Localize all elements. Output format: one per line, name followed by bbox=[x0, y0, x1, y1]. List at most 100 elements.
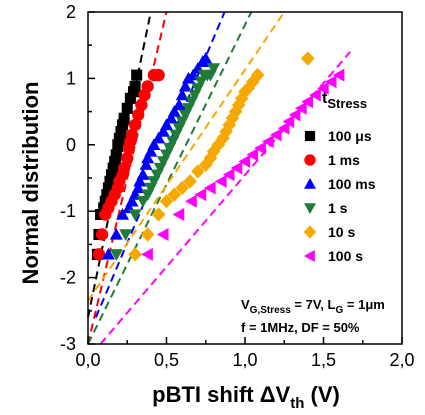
legend-label: 100 ms bbox=[328, 176, 376, 192]
data-point bbox=[282, 115, 295, 129]
data-point bbox=[118, 112, 130, 124]
x-tick-label: 0,5 bbox=[154, 350, 179, 370]
anno-tail: = 1μm bbox=[343, 297, 385, 312]
data-point bbox=[156, 125, 170, 137]
data-point bbox=[109, 155, 121, 167]
data-point bbox=[92, 248, 106, 261]
data-point bbox=[147, 138, 161, 150]
data-point bbox=[133, 174, 147, 187]
data-point bbox=[121, 102, 133, 114]
data-point bbox=[156, 227, 169, 241]
y-tick-label: 0 bbox=[66, 135, 76, 155]
legend-title: tStress bbox=[322, 90, 367, 111]
data-point bbox=[125, 194, 139, 207]
legend-title-sub: Stress bbox=[327, 96, 367, 111]
y-tick-label: -2 bbox=[60, 268, 76, 288]
data-point bbox=[136, 196, 150, 208]
data-point bbox=[185, 194, 197, 208]
data-point bbox=[106, 169, 118, 181]
x-tick-label: 1,5 bbox=[311, 350, 336, 370]
x-tick-label: 0,0 bbox=[75, 350, 100, 370]
data-point bbox=[254, 141, 266, 155]
data-point bbox=[324, 75, 337, 89]
data-point bbox=[109, 249, 123, 261]
data-point bbox=[198, 157, 213, 172]
data-point bbox=[128, 247, 142, 262]
data-point bbox=[115, 125, 127, 138]
data-point bbox=[178, 79, 192, 92]
data-point bbox=[125, 128, 139, 142]
annotation-line-1: VG,Stress = 7V, LG = 1μm bbox=[241, 297, 385, 316]
data-point bbox=[129, 80, 141, 92]
data-point bbox=[116, 208, 130, 220]
data-point bbox=[112, 139, 124, 151]
legend-label: 100 s bbox=[328, 248, 363, 264]
data-point bbox=[277, 121, 290, 135]
data-point bbox=[288, 108, 301, 122]
series-5 bbox=[128, 51, 315, 262]
anno-v-sub: G,Stress bbox=[250, 305, 292, 316]
data-point bbox=[107, 162, 119, 174]
data-point bbox=[214, 174, 227, 188]
legend-marker bbox=[303, 225, 317, 239]
data-point bbox=[332, 68, 345, 82]
data-point bbox=[231, 97, 246, 113]
y-axis-label: Normal distribution bbox=[18, 82, 43, 285]
y-tick-label: -1 bbox=[60, 201, 76, 221]
legend-label: 100 μs bbox=[328, 128, 372, 144]
data-point bbox=[141, 80, 154, 93]
data-point bbox=[230, 161, 243, 175]
x-axis-label-sub: th bbox=[290, 395, 304, 412]
data-point bbox=[199, 51, 213, 64]
data-point bbox=[183, 174, 197, 189]
data-point bbox=[152, 68, 165, 82]
data-point bbox=[119, 229, 133, 241]
data-point bbox=[132, 108, 145, 122]
legend-marker bbox=[304, 130, 316, 142]
data-point bbox=[136, 168, 150, 180]
data-point bbox=[159, 194, 174, 209]
y-tick-label: -3 bbox=[60, 334, 76, 354]
data-point bbox=[135, 98, 148, 112]
data-point bbox=[194, 188, 207, 202]
x-tick-label: 2,0 bbox=[389, 350, 414, 370]
data-point bbox=[101, 247, 115, 260]
series-6 bbox=[141, 68, 345, 261]
data-point bbox=[121, 151, 134, 165]
y-tick-label: 2 bbox=[66, 2, 76, 22]
x-tick-label: 1,0 bbox=[232, 350, 257, 370]
data-point bbox=[301, 95, 313, 109]
data-point bbox=[144, 144, 158, 157]
x-axis-label-main: pBTI shift ΔV bbox=[152, 382, 290, 407]
data-point bbox=[219, 124, 233, 139]
anno-rest: = 7V, L bbox=[291, 297, 336, 312]
legend-marker bbox=[304, 178, 316, 189]
data-point bbox=[191, 164, 205, 179]
y-tick-label: 1 bbox=[66, 68, 76, 88]
data-point bbox=[295, 101, 307, 115]
data-point bbox=[172, 208, 185, 222]
data-point bbox=[99, 195, 111, 207]
data-point bbox=[128, 118, 142, 132]
data-point bbox=[250, 67, 265, 83]
legend-marker bbox=[304, 203, 316, 214]
series-2 bbox=[92, 68, 165, 261]
legend-label: 10 s bbox=[328, 224, 355, 240]
data-point bbox=[225, 111, 240, 126]
data-point bbox=[160, 118, 173, 131]
data-point bbox=[317, 81, 329, 95]
data-point bbox=[211, 137, 226, 152]
anno-v: V bbox=[241, 297, 250, 312]
data-point bbox=[167, 105, 181, 117]
data-point bbox=[131, 69, 143, 81]
fit-line-series-4 bbox=[87, 11, 253, 345]
data-point bbox=[102, 182, 114, 194]
data-point bbox=[128, 209, 142, 222]
legend: 100 μs 1 ms 100 ms 1 s 10 s 100 s bbox=[303, 128, 376, 264]
data-point bbox=[139, 158, 153, 170]
series-4 bbox=[109, 63, 221, 261]
data-point bbox=[109, 227, 123, 240]
data-point bbox=[300, 51, 315, 66]
legend-label: 1 ms bbox=[328, 152, 360, 168]
